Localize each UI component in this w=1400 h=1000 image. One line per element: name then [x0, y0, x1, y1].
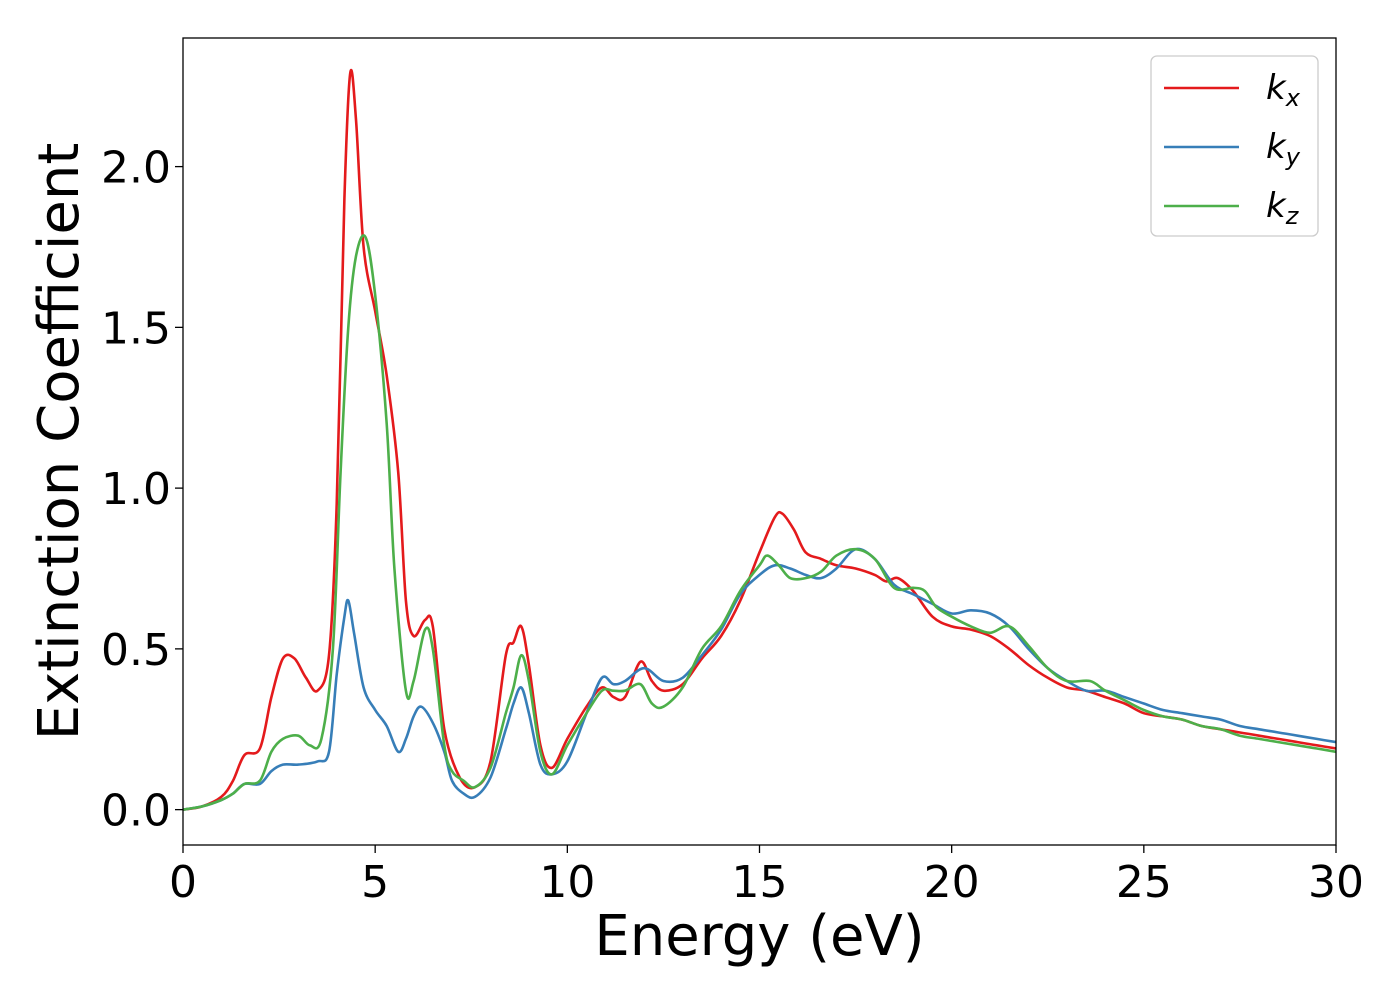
x-tick-label: 5: [361, 857, 389, 908]
y-tick-label: 0.0: [101, 786, 171, 837]
y-axis: 0.0 0.5 1.0 1.5 2.0: [101, 143, 183, 837]
y-tick-label: 1.5: [101, 303, 171, 354]
x-axis: 0 5 10 15 20 25 30: [169, 845, 1364, 908]
series-line-ky: [183, 547, 1336, 811]
y-tick-label: 0.5: [101, 625, 171, 676]
legend-label: ky: [1266, 127, 1301, 171]
legend-item-kx: kx: [1164, 68, 1301, 112]
x-tick-label: 30: [1308, 857, 1364, 908]
y-tick-label: 1.0: [101, 464, 171, 515]
y-tick-label: 2.0: [101, 143, 171, 194]
legend-item-ky: ky: [1164, 127, 1301, 171]
x-tick-label: 10: [539, 857, 595, 908]
x-tick-label: 20: [924, 857, 980, 908]
x-tick-label: 15: [732, 857, 788, 908]
series-line-kx: [183, 69, 1336, 811]
legend: kx ky kz: [1150, 55, 1319, 237]
x-tick-label: 25: [1116, 857, 1172, 908]
legend-label: kz: [1266, 186, 1300, 230]
y-axis-title: Extinction Coefficient: [27, 143, 92, 741]
legend-label: kx: [1266, 68, 1301, 112]
x-tick-label: 0: [169, 857, 197, 908]
series-line-kz: [183, 234, 1336, 811]
series-layer: [183, 69, 1336, 811]
x-axis-title: Energy (eV): [594, 904, 924, 969]
legend-item-kz: kz: [1164, 186, 1300, 230]
